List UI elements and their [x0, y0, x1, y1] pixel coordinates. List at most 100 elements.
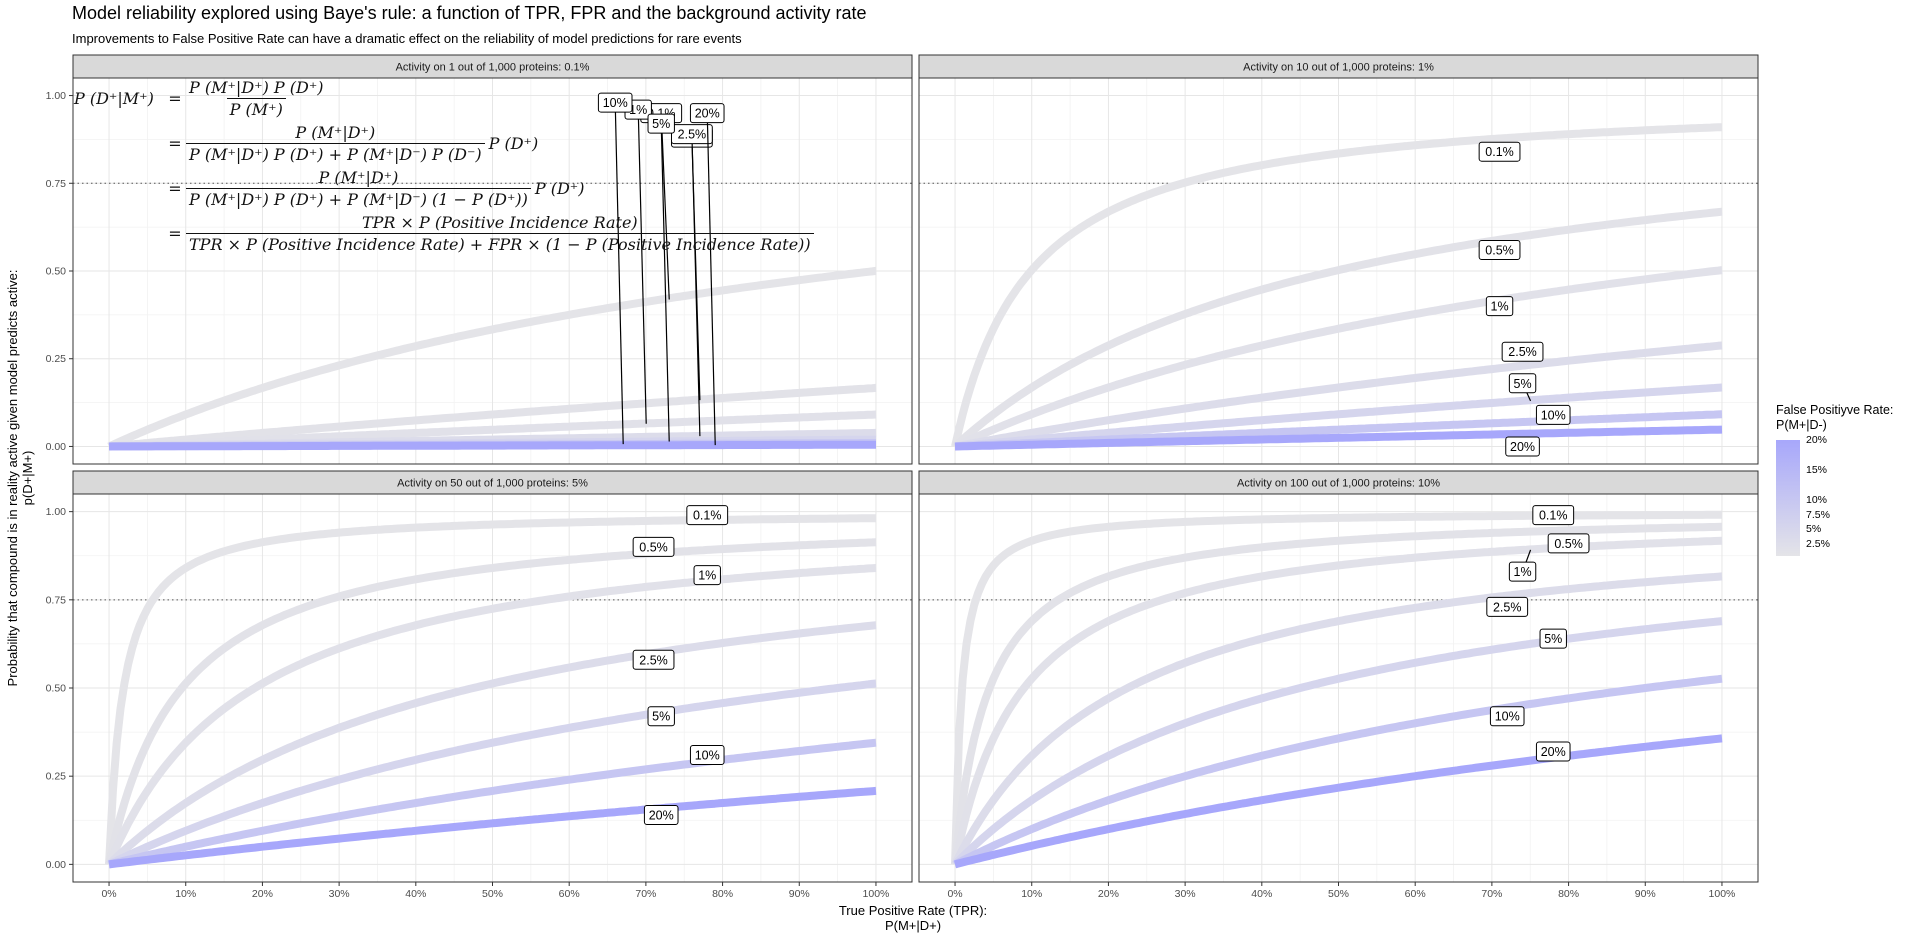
series-line [951, 123, 1723, 448]
chart-title: Model reliability explored using Baye's … [72, 3, 867, 23]
x-tick-label: 0% [101, 888, 116, 900]
series-line [108, 383, 877, 451]
series-label: 5% [652, 117, 670, 131]
series-line [951, 510, 1723, 865]
series-line [105, 538, 877, 866]
formula-line-1: P (D⁺|M⁺) = P (M⁺|D⁺) P (D⁺) P (M⁺) [74, 76, 816, 121]
series-label: 20% [1541, 745, 1566, 759]
x-axis-title-line2: P(M+|D+) [884, 918, 942, 933]
legend-tick-5: 5% [1806, 523, 1822, 535]
formula-numerator: P (M⁺|D⁺) [295, 123, 376, 142]
formula-line-3: = P (M⁺|D⁺) P (M⁺|D⁺) P (D⁺) + P (M⁺|D⁻)… [74, 166, 816, 211]
series-line [952, 617, 1723, 868]
formula-denominator: P (M⁺|D⁺) P (D⁺) + P (M⁺|D⁻) P (D⁻) [186, 143, 485, 164]
x-tick-label: 60% [559, 888, 580, 900]
x-tick-label: 40% [1251, 888, 1272, 900]
series-label: 2.5% [639, 653, 668, 667]
x-tick-label: 70% [1481, 888, 1502, 900]
legend-title: False Positiyve Rate: P(M+|D-) [1776, 403, 1893, 433]
formula-fraction: P (M⁺|D⁺) P (M⁺|D⁺) P (D⁺) + P (M⁺|D⁻) (… [186, 168, 531, 209]
chart-subtitle: Improvements to False Positive Rate can … [72, 31, 742, 46]
label-leader-line [660, 113, 670, 300]
formula-fraction: TPR × P (Positive Incidence Rate) TPR × … [186, 213, 814, 254]
series-label: 2.5% [1508, 345, 1537, 359]
series-label-box [632, 536, 675, 557]
x-tick-label: 50% [482, 888, 503, 900]
facet-title: Activity on 100 out of 1,000 proteins: 1… [1237, 478, 1440, 490]
x-tick-label: 40% [405, 888, 426, 900]
formula-denominator: P (M⁺) [226, 98, 286, 119]
formula-line-2: = P (M⁺|D⁺) P (M⁺|D⁺) P (D⁺) + P (M⁺|D⁻)… [74, 121, 816, 166]
y-tick-label: 0.00 [46, 441, 67, 453]
legend-color-bar [1776, 440, 1800, 556]
series-label-box [647, 113, 675, 134]
series-label-box [1478, 141, 1521, 162]
series-label-box [1501, 341, 1544, 362]
series-label-box [643, 804, 679, 825]
legend-ticks: 20% 15% 10% 7.5% 5% 2.5% [1806, 434, 1866, 556]
facet-title: Activity on 1 out of 1,000 proteins: 0.1… [396, 62, 590, 74]
y-axis-title-line1: Probability that compound is in reality … [5, 269, 20, 687]
formula-tail: P (D⁺) [488, 134, 539, 153]
series-line [108, 440, 877, 451]
series-label: 20% [1510, 440, 1535, 454]
formula-fraction: P (M⁺|D⁺) P (M⁺|D⁺) P (D⁺) + P (M⁺|D⁻) P… [186, 123, 485, 164]
series-label: 20% [695, 107, 720, 121]
y-tick-label: 0.75 [46, 178, 67, 190]
series-line [108, 738, 877, 869]
series-line [951, 522, 1723, 865]
x-tick-label: 90% [789, 888, 810, 900]
series-label: 10% [1495, 710, 1520, 724]
x-axis-title-line1: True Positive Rate (TPR): [838, 903, 988, 918]
legend-title-line2: P(M+|D-) [1776, 418, 1827, 432]
x-tick-label: 20% [1098, 888, 1119, 900]
label-leader-line [706, 113, 716, 446]
series-label-box [1535, 404, 1571, 425]
series-label-box [632, 649, 675, 670]
formula-numerator: P (M⁺|D⁺) P (D⁺) [189, 78, 324, 97]
series-line [954, 425, 1723, 451]
series-line [105, 514, 877, 865]
y-tick-label: 0.25 [46, 353, 67, 365]
x-tick-label: 20% [252, 888, 273, 900]
series-label-box [686, 505, 729, 526]
x-axis-title: True Positive Rate (TPR): P(M+|D+) [839, 903, 987, 933]
label-leader-line [660, 123, 670, 442]
series-line [106, 621, 877, 868]
series-line [105, 564, 877, 866]
formula-fraction: P (M⁺|D⁺) P (D⁺) P (M⁺) [186, 78, 327, 119]
label-leader-line [637, 109, 647, 424]
series-label-box [1508, 373, 1537, 394]
x-tick-label: 80% [1558, 888, 1579, 900]
x-tick-label: 70% [635, 888, 656, 900]
series-label: 0.5% [1554, 537, 1583, 551]
series-line [107, 266, 877, 451]
series-label-box [1539, 628, 1567, 649]
panel-border [918, 77, 1759, 465]
series-label: 0.5% [639, 540, 668, 554]
series-label: 20% [649, 808, 674, 822]
series-line [107, 679, 877, 868]
series-label: 10% [1541, 408, 1566, 422]
series-label: 0.1% [1485, 145, 1514, 159]
series-label-box [693, 565, 721, 586]
formula-lhs: P (D⁺|M⁺) [74, 89, 154, 108]
series-label: 1% [629, 103, 647, 117]
series-label-box [597, 92, 633, 113]
series-line [951, 536, 1723, 866]
x-tick-label: 80% [712, 888, 733, 900]
y-tick-label: 0.75 [46, 594, 67, 606]
formula-numerator: P (M⁺|D⁺) [318, 168, 399, 187]
formula-equals: = [168, 89, 182, 108]
x-tick-label: 50% [1328, 888, 1349, 900]
formula-tail: P (D⁺) [534, 179, 585, 198]
formula-denominator: TPR × P (Positive Incidence Rate) + FPR … [186, 233, 814, 254]
series-label-box [647, 706, 675, 727]
legend-tick-15: 15% [1806, 464, 1828, 476]
series-label: 2.5% [1493, 600, 1522, 614]
series-line [953, 674, 1723, 868]
series-label: 5% [652, 710, 670, 724]
series-label: 0.5% [1485, 243, 1514, 257]
series-label-box [689, 745, 725, 766]
bayes-formula: P (D⁺|M⁺) = P (M⁺|D⁺) P (D⁺) P (M⁺) = P … [74, 76, 816, 256]
